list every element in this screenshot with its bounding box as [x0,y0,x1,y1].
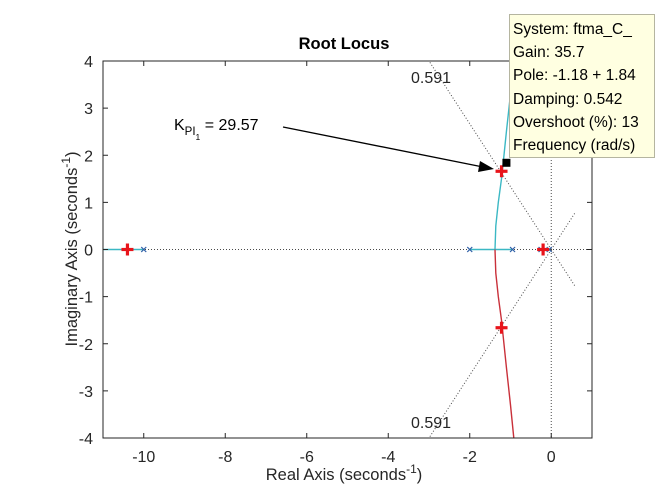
y-tick-label: -3 [79,384,93,401]
pole-x-stroke [509,246,516,253]
y-tick-label: 1 [84,195,93,212]
damping-line-lower-ext [550,249,577,288]
datatip-box: System: ftma_C_ Gain: 35.7 Pole: -1.18 +… [509,14,655,158]
pole-markers [121,158,553,334]
closed-loop-pole-marker [495,165,508,178]
chart-title: Root Locus [299,35,390,53]
gain-annotation: KPI1 = 29.57 [174,117,259,142]
closed-loop-pole-marker [537,243,550,256]
datatip-system: System: ftma_C_ [513,21,632,38]
datatip-pole: Pole: -1.18 + 1.84 [513,67,636,85]
closed-loop-pole-marker [121,243,134,256]
y-tick-label: -4 [79,431,93,448]
datatip-damping: Damping: 0.542 [513,90,623,108]
damping-line-upper-ext [550,211,577,250]
y-tick-label: 2 [84,148,93,165]
datatip-overshoot: Overshoot (%): 13 [513,113,639,131]
x-tick-label: -6 [300,449,314,466]
y-axis-label: Imaginary Axis (seconds-1) [59,152,81,347]
pole-x-stroke [466,246,473,253]
datatip-frequency: Frequency (rad/s) [513,137,636,155]
open-loop-pole-marker [466,246,473,253]
damping-grid [103,60,592,439]
damping-label-top: 0.591 [411,70,451,87]
y-tick-label: -1 [79,290,93,307]
annotation-arrow [282,126,489,169]
locus-branch-4 [494,249,515,439]
y-tick-label: 3 [84,101,93,118]
y-tick-label: 0 [84,243,93,260]
selected-point-marker [502,158,511,167]
pole-x-stroke [546,246,553,253]
y-tick-label: 4 [84,54,93,71]
x-tick-label: -8 [218,449,232,466]
x-axis-label: Real Axis (seconds-1) [266,462,423,484]
x-tick-label: -4 [381,449,395,466]
closed-loop-pole-marker [495,321,508,334]
x-tick-label: -2 [463,449,477,466]
y-tick-label: -2 [79,337,93,354]
open-loop-pole-marker [546,246,553,253]
annotation-arrowhead [478,161,494,172]
open-loop-pole-marker [509,246,516,253]
open-loop-pole-marker [140,246,147,253]
datatip-gain: Gain: 35.7 [513,44,585,62]
x-tick-label: 0 [547,449,556,466]
pole-x-stroke [140,246,147,253]
damping-label-bottom: 0.591 [411,415,451,432]
damping-line-lower [428,249,552,439]
x-tick-label: -10 [132,449,155,466]
